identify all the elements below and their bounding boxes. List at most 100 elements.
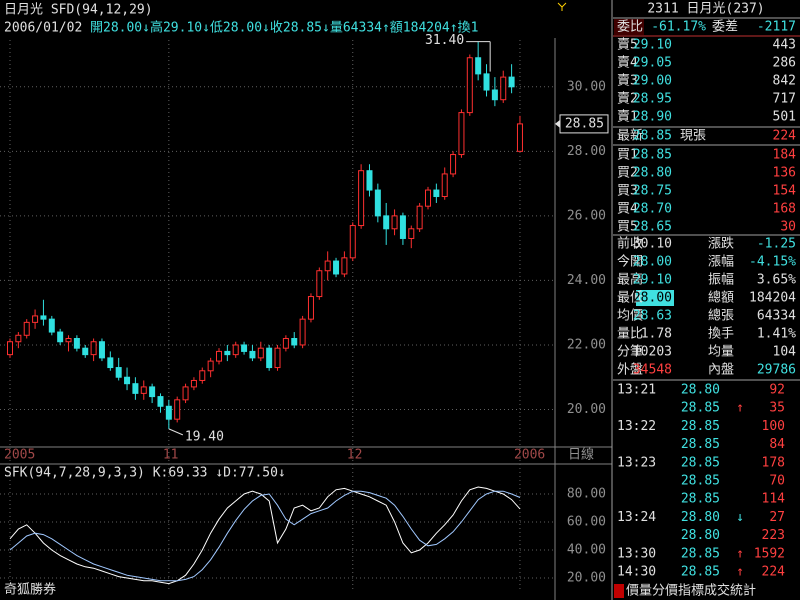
header-date: 2006/01/02 (4, 21, 82, 36)
ask-price: 29.00 (633, 74, 672, 89)
ask-label: 賣2 (617, 92, 638, 107)
tick-time: 13:24 (617, 510, 656, 525)
candle-body (266, 347, 273, 369)
stat-value: 104 (773, 345, 797, 360)
candle-body (174, 399, 181, 420)
candle-body (358, 170, 365, 227)
stat-label: 均量 (708, 345, 734, 360)
candle-body (291, 338, 298, 346)
candle-body (149, 386, 156, 398)
stat-label: 今開 (617, 254, 643, 270)
candle-body (349, 225, 356, 259)
stat-value: 29.10 (633, 273, 672, 288)
candle-body (73, 338, 80, 349)
tick-volume: 114 (762, 492, 786, 507)
candle-body (433, 189, 440, 198)
stat-label: 最高 (617, 272, 643, 288)
stat-label: 外盤 (617, 363, 643, 378)
period-label: 日線 (568, 447, 594, 463)
candle-body (383, 215, 390, 230)
tick-price: 28.85 (681, 401, 720, 416)
tick-volume: 92 (769, 383, 785, 398)
tick-time: 14:30 (617, 565, 656, 580)
stat-value: -1.25 (757, 237, 796, 252)
ask-price: 29.10 (633, 38, 672, 53)
stat-value: 3.65% (757, 273, 796, 288)
stat-label: 漲跌 (708, 236, 734, 252)
tick-volume: 35 (769, 401, 785, 416)
scroll-icon (557, 2, 567, 11)
tick-time: 13:22 (617, 419, 656, 434)
tick-arrow: ↑ (736, 401, 744, 416)
ask-label: 賣4 (617, 56, 638, 71)
tick-price: 28.85 (681, 437, 720, 452)
candle-body (132, 383, 139, 394)
candle-body (182, 386, 189, 401)
stat-label: 振幅 (708, 273, 734, 288)
row-value: 224 (773, 129, 797, 144)
ask-volume: 286 (773, 56, 796, 71)
tick-price: 28.85 (681, 546, 720, 561)
y-tick-label: 20.00 (567, 402, 606, 417)
stat-label: 均價 (617, 309, 643, 324)
stat-value: 184204 (749, 291, 796, 306)
candle-body (324, 260, 331, 272)
tick-price: 28.85 (681, 419, 720, 434)
tick-volume: 100 (762, 419, 785, 434)
candle-body (115, 367, 122, 378)
tick-time: 13:30 (617, 546, 656, 561)
annotation-line (168, 428, 184, 436)
bid-price: 28.75 (633, 184, 672, 199)
indicator-title: SFK(94,7,28,9,3,3) K:69.33 ↓D:77.50↓ (4, 466, 286, 481)
stat-label: 量比 (617, 327, 643, 342)
x-tick-label: 11 (163, 448, 179, 463)
y-tick-label: 30.00 (567, 79, 606, 94)
candle-body (450, 154, 457, 175)
candle-body (466, 57, 473, 114)
candle-body (316, 270, 323, 298)
y-tick-label: 24.00 (567, 273, 606, 288)
tick-price: 28.80 (681, 383, 720, 398)
stat-value: 34548 (633, 363, 672, 378)
bid-label: 買5 (617, 220, 638, 235)
stat-value: 30.10 (633, 237, 672, 252)
stat-value: 28.63 (633, 309, 672, 324)
candle-body (7, 341, 13, 356)
low-label: 19.40 (185, 429, 224, 444)
candle-body (32, 315, 39, 323)
high-label: 31.40 (425, 33, 464, 48)
candle-body (307, 296, 314, 320)
candle-body (391, 215, 398, 230)
stat-label: 分筆 (617, 345, 643, 360)
candle-body (408, 228, 415, 239)
tick-arrow: ↓ (736, 510, 744, 525)
candle-body (190, 379, 197, 388)
tick-time: 13:23 (617, 455, 656, 470)
header-title: 日月光 SFD(94,12,29) (4, 3, 153, 18)
stat-value: 28.00 (633, 291, 672, 306)
ask-price: 29.05 (633, 56, 672, 71)
x-tick-label: 2005 (4, 448, 35, 463)
candle-body (491, 89, 498, 101)
panel-tabs: 價量分價指標成交統計 (626, 583, 756, 599)
x-tick-label: 2006 (514, 448, 545, 463)
ask-price: 28.90 (633, 110, 672, 125)
candle-body (249, 350, 256, 359)
candle-body (299, 318, 306, 346)
bid-price: 28.70 (633, 202, 672, 217)
ask-label: 賣1 (617, 110, 638, 125)
candle-body (40, 315, 47, 320)
bid-label: 買2 (617, 166, 638, 181)
ask-volume: 443 (773, 38, 796, 53)
candle-body (107, 357, 114, 369)
candle-body (65, 338, 72, 343)
tick-volume: 224 (762, 565, 786, 580)
stat-value: 1.78 (641, 327, 672, 342)
tick-volume: 178 (762, 455, 785, 470)
candle-body (475, 57, 482, 75)
stat-value: 1.41% (757, 327, 796, 342)
y-tick-label: 20.00 (567, 570, 606, 585)
candle-body (124, 376, 131, 385)
candle-body (140, 386, 147, 394)
bid-label: 買1 (617, 148, 638, 163)
